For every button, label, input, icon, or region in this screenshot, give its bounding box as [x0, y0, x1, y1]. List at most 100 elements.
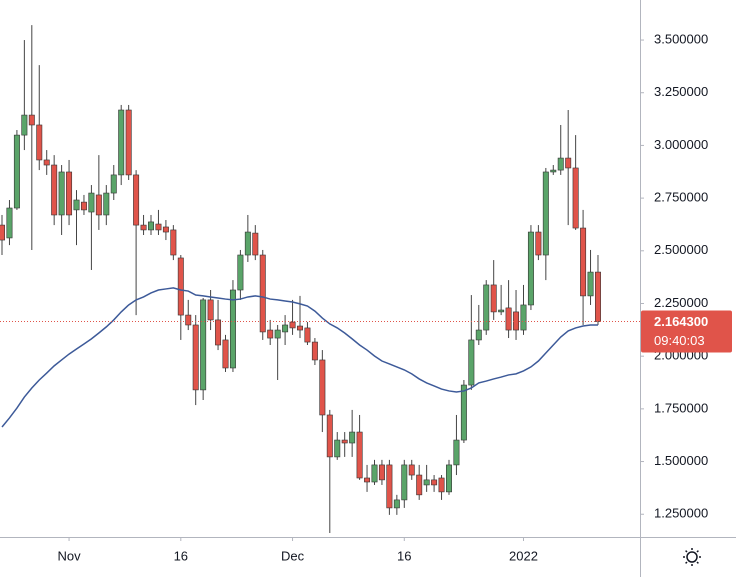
candle-body: [393, 499, 400, 509]
candle-body: [565, 157, 572, 169]
x-tick-label: 16: [174, 548, 188, 563]
candle-body: [244, 231, 251, 256]
last-price-label: 2.164300: [654, 314, 708, 329]
candle-body: [28, 114, 35, 126]
candle-body: [364, 477, 371, 483]
candle-body: [222, 339, 229, 369]
candle-body: [453, 439, 460, 466]
plot-area: [0, 25, 601, 533]
candle-body: [505, 307, 512, 331]
y-tick-label: 1.500000: [654, 453, 708, 468]
candle-body: [237, 254, 244, 291]
candle-body: [110, 174, 117, 194]
candle-body: [36, 124, 43, 161]
x-tick-label: 16: [397, 548, 411, 563]
candle-body: [185, 314, 192, 326]
candle-body: [229, 289, 236, 369]
candle-body: [386, 464, 393, 509]
candle-body: [550, 169, 557, 173]
candle-body: [446, 464, 452, 493]
y-tick-label: 1.750000: [654, 400, 708, 415]
candle-body: [125, 109, 132, 176]
candle-body: [326, 414, 333, 458]
candle-body: [21, 114, 28, 136]
candle-body: [483, 284, 490, 331]
candle-body: [513, 311, 520, 331]
candle-body: [378, 464, 385, 481]
candle-body: [282, 324, 289, 333]
candle-body: [200, 299, 207, 391]
settings-icon[interactable]: [683, 548, 701, 566]
candle-body: [177, 257, 184, 316]
candle-body: [148, 221, 154, 231]
candle-body: [542, 171, 549, 256]
candle-body: [133, 174, 140, 226]
candle-body: [66, 171, 73, 216]
x-tick-label: Nov: [57, 548, 81, 563]
candle-body: [140, 224, 147, 231]
candle-body: [356, 431, 363, 479]
candle-body: [408, 464, 415, 476]
candle-body: [498, 309, 505, 313]
y-tick-label: 3.500000: [654, 31, 708, 46]
candle-body: [297, 325, 303, 331]
candle-body: [371, 464, 378, 483]
candle-body: [527, 231, 534, 306]
y-tick-label: 1.250000: [654, 506, 708, 521]
last-price-box: [641, 310, 732, 353]
candle-body: [349, 431, 356, 444]
moving-average-line: [1, 287, 598, 428]
candle-body: [103, 192, 110, 216]
candle-body: [401, 464, 408, 501]
candle-body: [155, 223, 162, 231]
x-tick-label: 2022: [509, 548, 538, 563]
candle-body: [162, 226, 169, 233]
candle-body: [535, 231, 542, 256]
y-tick-label: 3.250000: [654, 84, 708, 99]
candle-body: [520, 304, 527, 331]
candle-body: [311, 341, 318, 361]
candle-body: [207, 299, 214, 321]
candle-body: [252, 232, 259, 256]
candle-body: [51, 164, 58, 216]
candle-body: [58, 171, 65, 216]
candle-body: [460, 384, 467, 441]
candle-body: [6, 207, 13, 239]
y-tick-label: 2.250000: [654, 295, 708, 310]
candle-body: [43, 159, 50, 166]
candle-body: [304, 327, 311, 343]
candle-body: [274, 329, 281, 339]
y-tick-label: 3.000000: [654, 137, 708, 152]
candle-body: [0, 224, 5, 241]
candle-body: [423, 479, 430, 486]
candle-body: [431, 479, 438, 486]
candle-body: [587, 271, 594, 297]
candle-body: [267, 329, 274, 339]
candle-body: [192, 324, 199, 391]
candle-body: [170, 229, 177, 256]
candle-body: [572, 167, 579, 229]
candle-body: [468, 339, 475, 386]
candle-body: [215, 319, 222, 346]
candle-body: [80, 201, 87, 211]
candle-body: [259, 254, 266, 333]
candle-body: [475, 329, 482, 341]
candle-body: [438, 477, 445, 493]
y-tick-label: 2.500000: [654, 242, 708, 257]
settings-icon-rays: [683, 548, 701, 566]
candle-body: [490, 284, 497, 313]
candle-body: [118, 109, 125, 176]
candle-body: [73, 199, 80, 211]
countdown-label: 09:40:03: [654, 333, 705, 348]
candle-body: [341, 439, 348, 444]
candle-body: [416, 474, 423, 496]
settings-icon-core: [686, 551, 698, 563]
candle-body: [334, 439, 341, 458]
candle-body: [557, 157, 564, 171]
candle-body: [580, 227, 587, 297]
candle-body: [13, 134, 20, 209]
candle-body: [95, 194, 102, 216]
